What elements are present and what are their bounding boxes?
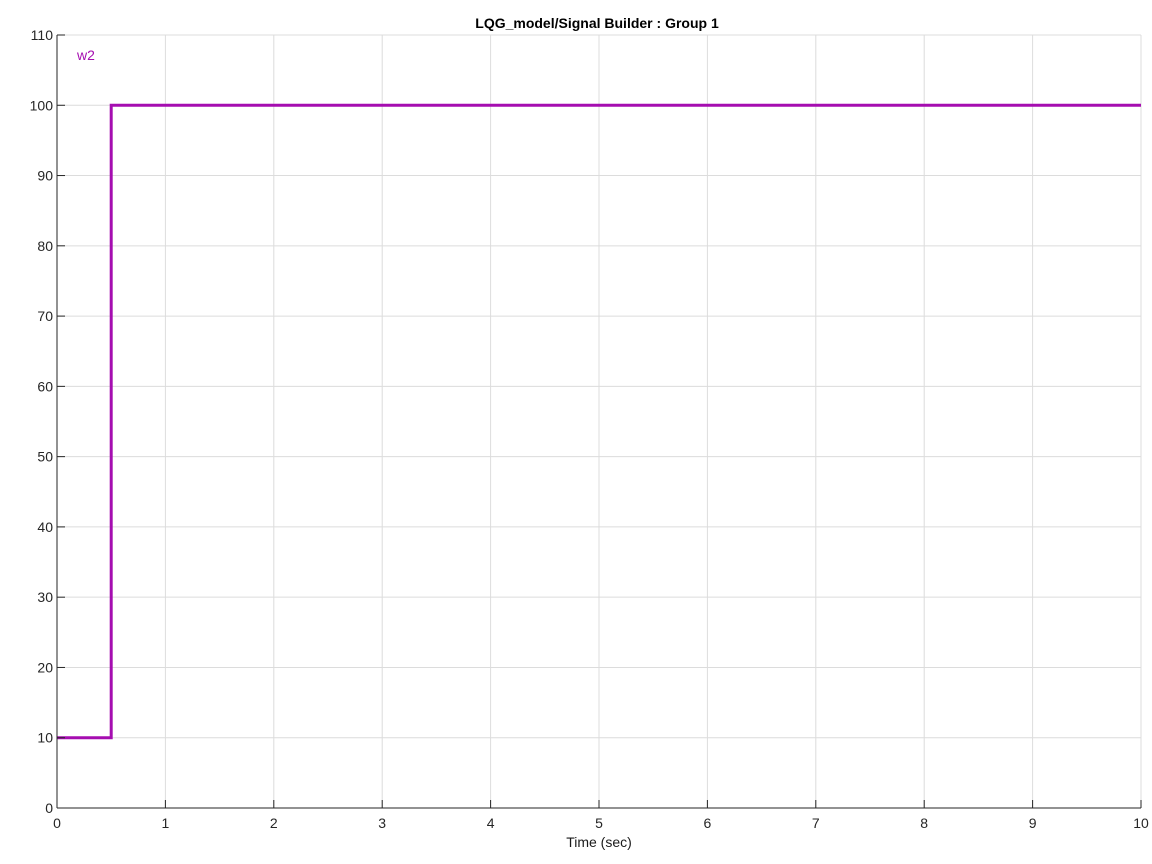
y-tick-label-9: 90: [37, 168, 53, 184]
y-tick-label-4: 40: [37, 519, 53, 535]
x-tick-label-10: 10: [1133, 815, 1149, 831]
y-tick-label-11: 110: [31, 27, 54, 43]
x-tick-label-1: 1: [162, 815, 170, 831]
y-tick-label-10: 100: [30, 97, 54, 113]
y-tick-label-3: 30: [37, 589, 53, 605]
x-tick-label-8: 8: [920, 815, 928, 831]
x-tick-label-4: 4: [487, 815, 495, 831]
series-label-w2: w2: [76, 47, 95, 63]
x-tick-label-5: 5: [595, 815, 603, 831]
y-tick-label-8: 80: [37, 238, 53, 254]
x-tick-label-6: 6: [704, 815, 712, 831]
x-tick-label-7: 7: [812, 815, 820, 831]
x-tick-label-9: 9: [1029, 815, 1037, 831]
x-tick-label-0: 0: [53, 815, 61, 831]
series-line-w2: [57, 103, 1141, 740]
x-axis-label: Time (sec): [566, 834, 632, 850]
axes: [56, 34, 1142, 809]
y-tick-label-0: 0: [45, 800, 53, 816]
y-tick-label-5: 50: [37, 449, 53, 465]
y-tick-label-2: 20: [37, 659, 53, 675]
x-tick-label-2: 2: [270, 815, 278, 831]
y-tick-label-1: 10: [37, 730, 53, 746]
chart-title: LQG_model/Signal Builder : Group 1: [475, 15, 719, 31]
y-tick-label-7: 70: [37, 308, 53, 324]
series-layer: w2: [57, 47, 1141, 740]
x-tick-label-3: 3: [378, 815, 386, 831]
y-tick-label-6: 60: [37, 378, 53, 394]
